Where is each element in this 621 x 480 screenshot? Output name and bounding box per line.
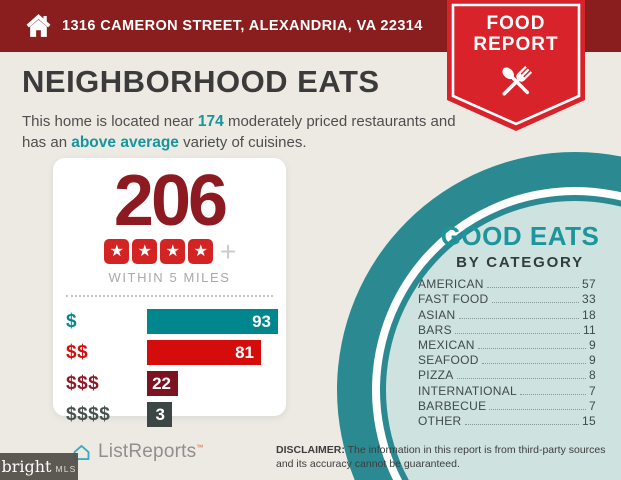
category-count: 7 (589, 398, 596, 413)
property-address: 1316 CAMERON STREET, ALEXANDRIA, VA 2231… (62, 18, 423, 34)
category-row: OTHER 15 (418, 413, 596, 428)
category-count: 18 (582, 307, 596, 322)
price-tier-bar: 93 (147, 309, 278, 334)
price-tier-bar: 22 (147, 371, 178, 396)
mls-label: MLS (55, 464, 77, 474)
dotted-leader (520, 393, 587, 395)
category-row: SEAFOOD 9 (418, 352, 596, 367)
intro-tail: variety of cuisines. (178, 134, 307, 152)
intro-lead: This home is located near (22, 113, 198, 130)
price-bar-row: $$$ 22 (66, 368, 286, 399)
category-row: AMERICAN 57 (418, 276, 596, 291)
dotted-divider (66, 295, 273, 297)
price-tier-label: $$$ (66, 372, 100, 394)
category-row: INTERNATIONAL 7 (418, 382, 596, 398)
rating-line: ★ ★ ★ ★ + (53, 235, 286, 267)
home-icon (24, 11, 53, 45)
intro-text: This home is located near 174 moderately… (22, 111, 460, 154)
price-bar-row: $$ 81 (66, 337, 286, 368)
bright-mls-logo: bright MLS (0, 453, 78, 480)
category-row: BARBECUE 7 (418, 398, 596, 413)
price-bar-row: $$$$ 3 (66, 399, 286, 430)
listreports-wordmark: ListReports™ (98, 441, 204, 462)
price-tier-bar: 3 (147, 402, 172, 427)
category-count: 8 (589, 368, 596, 383)
category-name: BARBECUE (418, 398, 487, 413)
good-eats-header: GOOD EATS BY CATEGORY (404, 221, 621, 271)
dotted-leader (486, 287, 580, 289)
dotted-leader (456, 378, 587, 380)
category-row: MEXICAN 9 (418, 337, 596, 352)
star-icon: ★ (104, 239, 130, 264)
dotted-leader (477, 347, 587, 349)
category-count: 57 (582, 277, 596, 292)
dotted-leader (481, 363, 587, 365)
category-name: INTERNATIONAL (418, 383, 518, 398)
category-row: PIZZA 8 (418, 367, 596, 382)
dotted-leader (454, 332, 580, 334)
star-icon: ★ (188, 239, 214, 264)
trademark-symbol: ™ (196, 444, 204, 452)
category-row: FAST FOOD 33 (418, 291, 596, 306)
category-name: PIZZA (418, 368, 454, 383)
category-name: ASIAN (418, 307, 456, 322)
total-restaurants: 206 (113, 161, 228, 241)
stars-row: ★ ★ ★ ★ (103, 239, 215, 264)
badge-line1: FOOD (486, 13, 546, 34)
intro-mid: moderately priced restaurants and has an (22, 113, 456, 152)
pennant-shape (447, 0, 585, 131)
restaurant-count: 174 (197, 113, 224, 130)
category-row: ASIAN 18 (418, 306, 596, 322)
page-title: NEIGHBORHOOD EATS (22, 64, 380, 99)
category-name: OTHER (418, 413, 462, 428)
category-row: BARS 11 (418, 322, 596, 337)
category-name: AMERICAN (418, 277, 484, 292)
category-count: 11 (582, 322, 596, 337)
category-name: MEXICAN (418, 337, 475, 352)
disclaimer-label: DISCLAIMER: (276, 444, 345, 456)
good-eats-subtitle: BY CATEGORY (456, 254, 584, 271)
price-tier-label: $$$$ (66, 403, 111, 425)
category-count: 9 (589, 353, 596, 368)
category-name: BARS (418, 322, 452, 337)
category-count: 15 (582, 413, 596, 428)
price-bars: $93 $$ 81 $$$ 22 $$$$ 3 (53, 306, 286, 430)
price-tier-bar: 81 (147, 340, 261, 365)
badge-title: FOOD REPORT (447, 13, 585, 56)
price-tier-label: $$ (66, 341, 89, 363)
radius-label: WITHIN 5 MILES (108, 270, 231, 285)
star-icon: ★ (160, 239, 186, 264)
variety-highlight: above average (71, 134, 179, 152)
price-bar-row: $93 (66, 306, 286, 337)
disclaimer-text: DISCLAIMER: The information in this repo… (276, 444, 606, 470)
category-name: SEAFOOD (418, 353, 479, 368)
category-name: FAST FOOD (418, 292, 489, 307)
good-eats-title: GOOD EATS (440, 221, 600, 251)
bright-wordmark: bright (1, 457, 52, 476)
dotted-leader (464, 423, 580, 425)
dotted-leader (489, 408, 587, 410)
dotted-leader (458, 317, 580, 319)
category-list: AMERICAN 57 FAST FOOD 33 ASIAN 18 BARS 11 MEXICA… (418, 276, 596, 428)
star-icon: ★ (132, 239, 158, 264)
summary-card: 206 ★ ★ ★ ★ + WITHIN 5 MILES $93 $$ 81 $$$ 22 $$… (53, 158, 286, 427)
price-tier-label: $ (66, 310, 78, 332)
category-count: 9 (589, 337, 596, 352)
badge-line2: REPORT (473, 34, 559, 56)
dotted-leader (491, 302, 580, 304)
listreports-logo: ListReports™ (71, 441, 204, 463)
category-count: 33 (582, 292, 596, 307)
plus-icon: + (219, 235, 237, 267)
category-count: 7 (589, 383, 596, 398)
food-report-badge: FOOD REPORT (447, 0, 585, 131)
